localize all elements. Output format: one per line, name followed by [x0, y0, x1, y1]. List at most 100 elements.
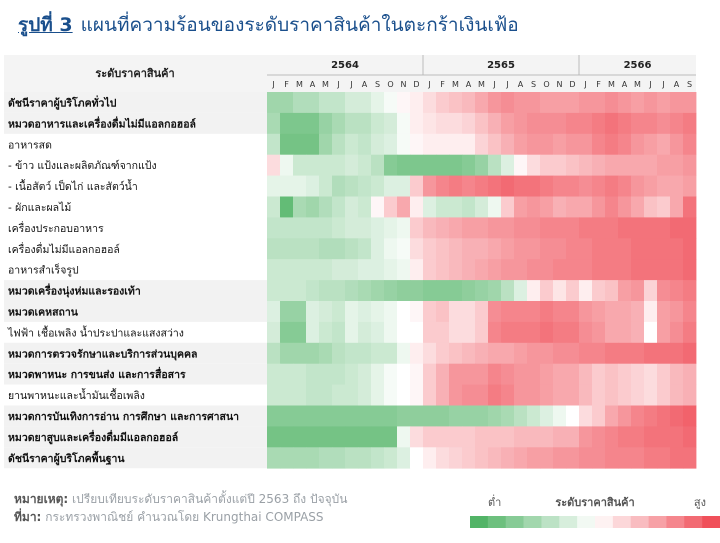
heatmap-cell	[397, 259, 411, 281]
month-label: J	[583, 80, 586, 89]
header-background	[4, 55, 696, 92]
heatmap-cell	[514, 405, 528, 427]
heatmap-cell	[280, 405, 294, 427]
heatmap-cell	[423, 363, 437, 385]
heatmap-cell	[436, 342, 450, 365]
month-label: S	[375, 80, 380, 89]
heatmap-cell	[410, 259, 424, 281]
heatmap-cell	[345, 112, 359, 135]
heatmap-cell	[566, 259, 580, 281]
heatmap-cell	[306, 384, 320, 406]
heatmap-cell	[540, 447, 554, 469]
heatmap-cell	[462, 426, 476, 448]
heatmap-cell	[306, 321, 320, 344]
heatmap-cell	[423, 384, 437, 406]
heatmap-cell	[657, 447, 671, 469]
heatmap-cell	[579, 301, 593, 323]
heatmap-cell	[332, 321, 346, 344]
heatmap-cell	[631, 196, 645, 218]
heatmap-cell	[618, 321, 632, 344]
heatmap-cell	[605, 196, 619, 218]
heatmap-cell	[644, 363, 658, 385]
heatmap-cell	[267, 259, 281, 281]
heatmap-cell	[449, 301, 463, 323]
heatmap-cell	[514, 175, 528, 197]
row-label: ดัชนีราคาผู้บริโภคพื้นฐาน	[8, 450, 125, 466]
heatmap-cell	[371, 112, 385, 135]
heatmap-cell	[410, 133, 424, 156]
heatmap-cell	[514, 301, 528, 323]
heatmap-cell	[358, 342, 372, 365]
heatmap-cell	[267, 426, 281, 448]
heatmap-cell	[657, 280, 671, 302]
heatmap-cell	[462, 133, 476, 156]
legend-swatch	[684, 516, 703, 528]
heatmap-cell	[410, 196, 424, 218]
heatmap-cell	[670, 384, 684, 406]
heatmap-cell	[358, 384, 372, 406]
heatmap-cell	[436, 259, 450, 281]
heatmap-cell	[644, 238, 658, 260]
heatmap-cell	[683, 196, 697, 218]
heatmap-cell	[436, 154, 450, 176]
heatmap-cell	[540, 154, 554, 176]
heatmap-cell	[332, 217, 346, 239]
heatmap-cell	[280, 363, 294, 385]
heatmap-cell	[540, 405, 554, 427]
heatmap-cell	[475, 175, 489, 197]
heatmap-cell	[670, 133, 684, 156]
heatmap-cell	[540, 301, 554, 323]
heatmap-cell	[553, 92, 567, 114]
heatmap-cell	[410, 321, 424, 344]
heatmap-cell	[579, 405, 593, 427]
month-label: J	[661, 80, 664, 89]
heatmap-cell	[345, 92, 359, 114]
heatmap-cell	[280, 154, 294, 176]
heatmap-cell	[462, 175, 476, 197]
heatmap-cell	[358, 280, 372, 302]
heatmap-cell	[644, 217, 658, 239]
heatmap-cell	[475, 342, 489, 365]
heatmap-cell	[410, 342, 424, 365]
heatmap-cell	[397, 133, 411, 156]
heatmap-cell	[436, 405, 450, 427]
heatmap-cell	[397, 447, 411, 469]
heatmap-cell	[579, 196, 593, 218]
heatmap-cell	[605, 112, 619, 135]
heatmap-cell	[358, 363, 372, 385]
heatmap-cell	[332, 238, 346, 260]
heatmap-cell	[618, 301, 632, 323]
heatmap-cell	[397, 301, 411, 323]
heatmap-cell	[267, 384, 281, 406]
heatmap-cell	[527, 405, 541, 427]
heatmap-cell	[319, 154, 333, 176]
heatmap-cell	[436, 238, 450, 260]
heatmap-cell	[293, 92, 307, 114]
month-label: N	[401, 80, 407, 89]
heatmap-cell	[319, 405, 333, 427]
heatmap-cell	[410, 447, 424, 469]
heatmap-cell	[449, 342, 463, 365]
heatmap-cell	[358, 238, 372, 260]
heatmap-cell	[280, 133, 294, 156]
heatmap-cell	[384, 447, 398, 469]
heatmap-cell	[306, 92, 320, 114]
heatmap-cell	[475, 301, 489, 323]
legend-title: ระดับราคาสินค้า	[555, 496, 634, 509]
heatmap-cell	[514, 154, 528, 176]
heatmap-cell	[566, 301, 580, 323]
heatmap-cell	[605, 321, 619, 344]
heatmap-cell	[657, 384, 671, 406]
note-label: หมายเหตุ:	[14, 492, 69, 506]
heatmap-cell	[449, 217, 463, 239]
heatmap-cell	[527, 175, 541, 197]
heatmap-cell	[280, 342, 294, 365]
heatmap-cell	[527, 363, 541, 385]
row-label: - เนื้อสัตว์ เป็ดไก่ และสัตว์น้ำ	[8, 179, 138, 193]
heatmap-cell	[566, 175, 580, 197]
heatmap-cell	[605, 447, 619, 469]
footer: หมายเหตุ: เปรียบเทียบระดับราคาสินค้าตั้ง…	[14, 490, 347, 526]
heatmap-cell	[332, 405, 346, 427]
heatmap-cell	[436, 217, 450, 239]
heatmap-cell	[566, 154, 580, 176]
